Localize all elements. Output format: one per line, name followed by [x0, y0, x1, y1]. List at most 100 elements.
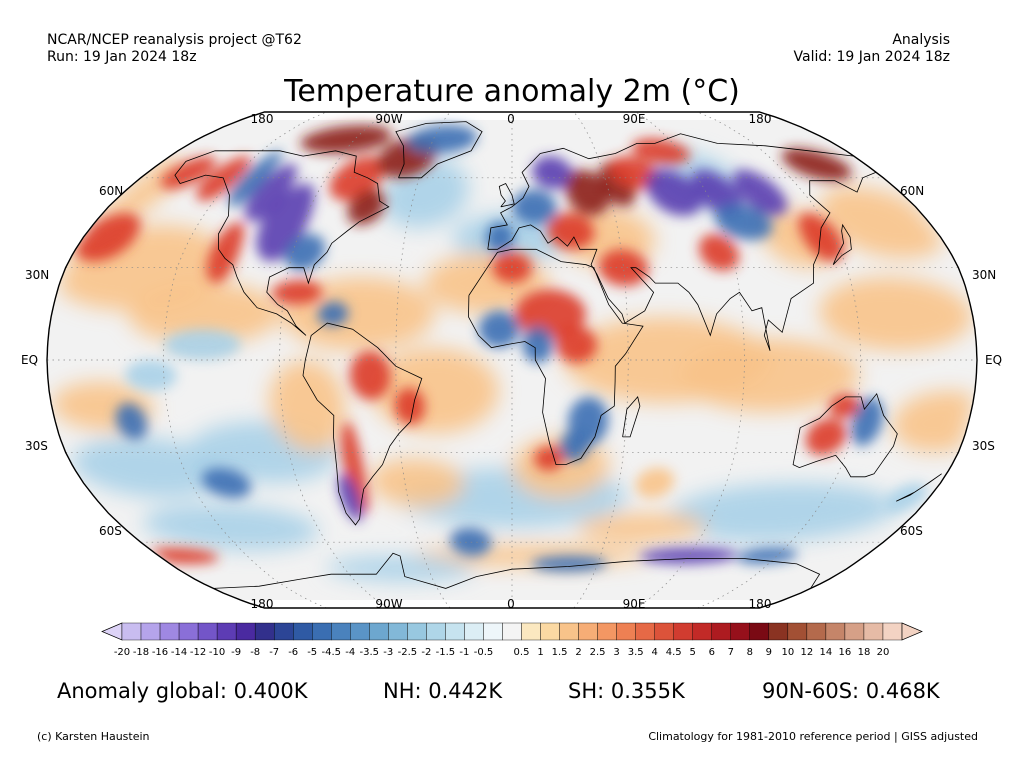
colorbar-box — [559, 622, 579, 641]
anomaly-region-cold — [406, 125, 478, 154]
anomaly-region-hot — [75, 212, 141, 262]
colorbar-box — [369, 622, 389, 641]
colorbar-box — [616, 622, 636, 641]
anomaly-region-hot — [555, 326, 598, 364]
south-america-coast — [302, 322, 423, 526]
colorbar-box — [216, 622, 237, 641]
colorbar-box — [121, 622, 142, 641]
anomaly-region-hot — [349, 350, 391, 400]
anomaly-region-cold-strong — [338, 473, 363, 522]
colorbar-tick-label: 9 — [766, 647, 772, 658]
coastlines — [174, 121, 942, 589]
lon-label-bottom-90e: 90E — [622, 597, 646, 611]
lon-label-bottom-180e: 180 — [748, 597, 772, 611]
anomaly-region-cold — [115, 403, 148, 440]
anomaly-region-warm — [269, 360, 346, 453]
anomaly-region-cold — [559, 430, 590, 462]
colorbar-tick-label: -8 — [250, 647, 260, 658]
colorbar-tick-label: -5 — [307, 647, 317, 658]
colorbar-left-arrow — [101, 622, 123, 641]
map-field — [47, 112, 977, 608]
anomaly-region-warm — [635, 467, 675, 499]
lat-label-left-eq: EQ — [21, 353, 39, 367]
stat-sh: SH: 0.355K — [568, 679, 685, 703]
japan-coast — [832, 223, 852, 265]
map-border — [46, 111, 978, 609]
lon-label-bottom-180w: 180 — [250, 597, 274, 611]
colorbar-tick-label: -3 — [383, 647, 393, 658]
eurasia-coast — [487, 133, 877, 351]
colorbar-tick-label: 6 — [709, 647, 715, 658]
colorbar-tick-label: 1 — [537, 647, 543, 658]
anomaly-region-very-hot — [565, 169, 610, 216]
colorbar-tick-label: -18 — [133, 647, 149, 658]
anomaly-region-cool — [125, 360, 177, 391]
colorbar-box — [178, 622, 199, 641]
colorbar-box — [312, 622, 332, 641]
anomaly-region-hot — [394, 387, 425, 425]
north-america-coast — [174, 150, 390, 336]
colorbar-tick-label: 1.5 — [552, 647, 568, 658]
colorbar-tick-label: -1.5 — [436, 647, 456, 658]
colorbar-tick-label: 8 — [747, 647, 753, 658]
colorbar-box — [331, 622, 351, 641]
anomaly-region-hot — [798, 212, 844, 262]
valid-label: Valid: 19 Jan 2024 18z — [793, 49, 950, 65]
anomaly-region-warm — [892, 390, 975, 453]
colorbar-tick-label: -3.5 — [360, 647, 380, 658]
lat-label-right-60n: 60N — [900, 184, 925, 198]
anomaly-region-warm — [94, 158, 185, 228]
colorbar-tick-label: -20 — [114, 647, 130, 658]
anomaly-region-warm — [369, 458, 465, 508]
colorbar-tick-label: -1 — [459, 647, 469, 658]
anomaly-region-cool — [72, 436, 221, 499]
anomaly-region-cold — [485, 221, 515, 253]
lon-label-top-90e: 90E — [622, 112, 646, 126]
lon-label-top-0: 0 — [507, 112, 515, 126]
colorbar-box — [597, 622, 617, 641]
stat-arctic: 90N-60S: 0.468K — [762, 679, 940, 703]
lon-label-bottom-90w: 90W — [375, 597, 403, 611]
anomaly-region-cold — [522, 326, 554, 364]
lat-label-right-30n: 30N — [972, 268, 997, 282]
lat-label-left-60n: 60N — [99, 184, 124, 198]
colorbar-box — [787, 622, 808, 641]
colorbar-box — [464, 622, 484, 641]
colorbar-box — [407, 622, 427, 641]
anomaly-region-hot — [829, 393, 860, 419]
anomaly-region-cool — [326, 556, 475, 582]
colorbar-tick-label: -6 — [288, 647, 298, 658]
anomaly-region-warm — [818, 277, 973, 351]
colorbar-boxes — [101, 622, 923, 641]
colorbar-tick-label: 18 — [858, 647, 871, 658]
colorbar-tick-label: -0.5 — [474, 647, 494, 658]
colorbar-box — [274, 622, 294, 641]
australia-coast — [792, 392, 898, 478]
analysis-label: Analysis — [892, 32, 950, 48]
colorbar-tick-label: -7 — [269, 647, 279, 658]
anomaly-region-cold — [284, 234, 326, 271]
colorbar-tick-label: 4 — [652, 647, 658, 658]
madagascar-coast — [622, 396, 641, 438]
lon-label-top-90w: 90W — [375, 112, 403, 126]
run-label: Run: 19 Jan 2024 18z — [47, 49, 197, 65]
colorbar-right-arrow — [901, 622, 923, 641]
anomaly-region-hot — [631, 138, 690, 164]
stat-global: Anomaly global: 0.400K — [57, 679, 308, 703]
anomaly-region-warm — [128, 283, 282, 345]
colorbar-tick-label: 3 — [613, 647, 619, 658]
anomaly-region-cold — [201, 467, 252, 499]
lat-label-left-30s: 30S — [25, 439, 48, 453]
colorbar-box — [730, 622, 751, 641]
colorbar-box — [578, 622, 598, 641]
colorbar-box — [825, 622, 846, 641]
anomaly-region-cold — [227, 150, 283, 207]
anomaly-region-cold — [736, 547, 798, 564]
anomaly-region-cold — [317, 301, 349, 327]
colorbar-tick-label: 7 — [728, 647, 734, 658]
africa-coast — [468, 248, 644, 465]
colorbar-box — [388, 622, 408, 641]
colorbar-box — [254, 622, 275, 641]
colorbar-tick-label: -4 — [345, 647, 355, 658]
colorbar-box — [749, 622, 770, 641]
